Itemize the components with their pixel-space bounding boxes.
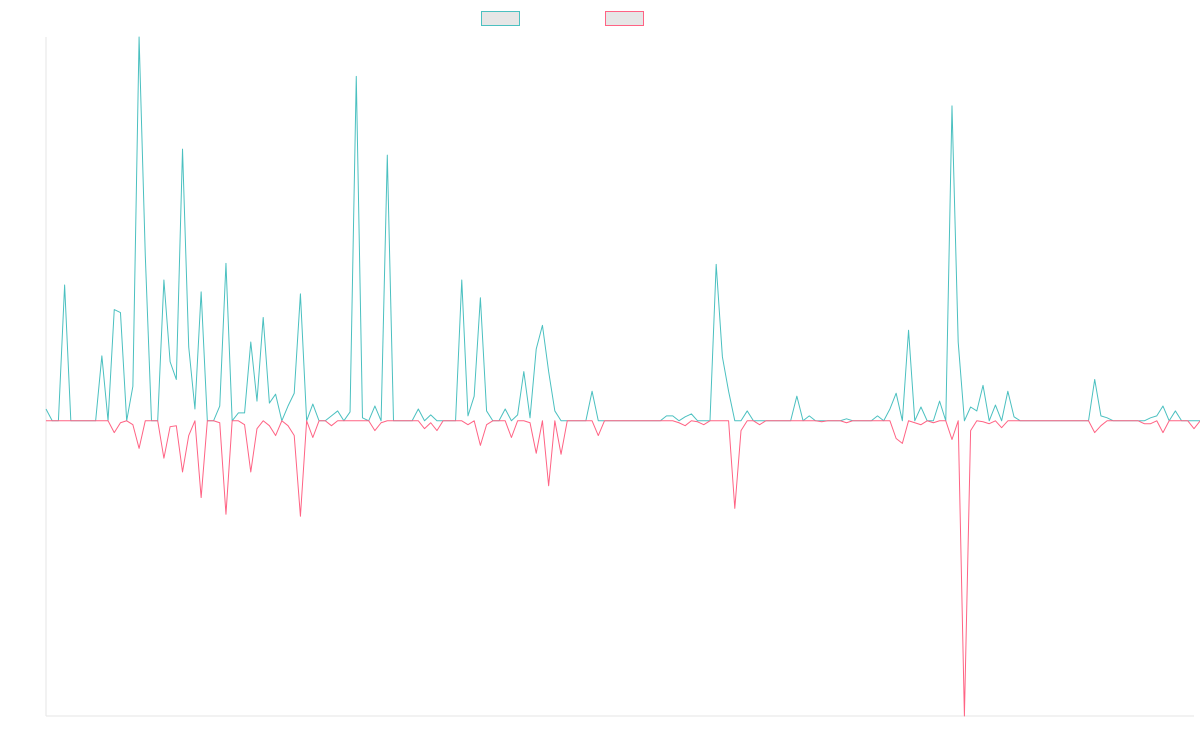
legend-item-series-1[interactable] — [481, 9, 526, 27]
series-layer — [45, 36, 1200, 717]
legend-item-series-2[interactable] — [605, 9, 650, 27]
series-line-1 — [45, 36, 1200, 422]
legend — [0, 9, 1200, 27]
series-line-2 — [46, 420, 1200, 717]
legend-swatch-series-1 — [481, 10, 520, 26]
legend-swatch-series-2 — [605, 10, 644, 26]
